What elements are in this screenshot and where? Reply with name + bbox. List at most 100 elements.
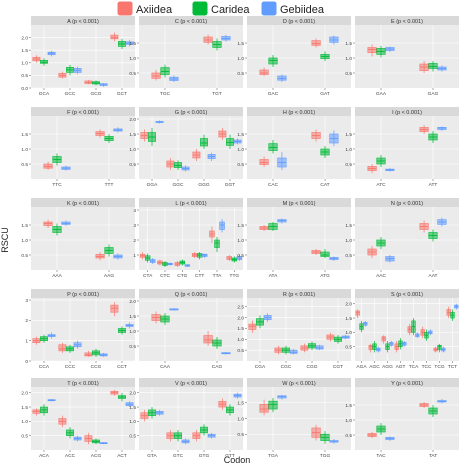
y-tick-label: 2: [25, 318, 28, 324]
x-tick-label: CCA: [39, 364, 50, 370]
box-axiidea-gtc: [166, 429, 175, 442]
y-tick-label: 0.5: [345, 433, 352, 439]
box-caridea-gtg: [200, 424, 208, 436]
box-caridea-ttt: [104, 134, 114, 143]
box-caridea-tgg: [320, 431, 330, 444]
box-caridea-gaa: [376, 46, 386, 58]
box-gebiidea-cac: [277, 152, 287, 170]
box-gebiidea-tta: [219, 219, 225, 233]
y-tick-label: 1.0: [129, 419, 136, 425]
facet-title: L (p < 0.001): [175, 201, 206, 207]
facet-t: T (p < 0.001) 0.5 1.0 1.5 2.0 ACA ACC ACG ACT: [21, 378, 135, 459]
facet-title: P (p < 0.001): [67, 292, 99, 298]
facet-e: E (p < 0.001) 0.5 1.0 1.5 GAA GAG: [345, 16, 459, 97]
box-caridea-cat: [320, 146, 330, 158]
x-tick-label: AAC: [376, 273, 386, 279]
facet-k: K (p < 0.001) 0.5 1.0 1.5 AAA AAG: [21, 198, 135, 279]
x-tick-label: GTC: [173, 453, 184, 459]
box-gebiidea-ccg: [99, 352, 108, 357]
facet-panel: [355, 387, 459, 450]
y-tick-label: 1.5: [345, 223, 352, 229]
facet-title: S (p < 0.001): [391, 292, 423, 298]
box-caridea-gca: [40, 58, 48, 66]
x-tick-label: CTT: [195, 273, 204, 279]
box-axiidea-ccg: [84, 350, 93, 357]
box-gebiidea-aat: [437, 217, 447, 227]
legend: Axiidea Caridea Gebiidea: [117, 1, 325, 16]
y-tick-label: 0.5: [345, 253, 352, 259]
y-tick-label: 0.5: [345, 71, 352, 77]
box-caridea-tcg: [437, 343, 442, 353]
facet-strip: [139, 16, 243, 25]
facet-title: N (p < 0.001): [391, 201, 423, 207]
box-gebiidea-ggc: [181, 165, 190, 172]
box-body: [259, 404, 269, 413]
box-gebiidea-gat: [329, 35, 339, 45]
box-gebiidea-tga: [277, 394, 287, 400]
y-tick-label: 1.5: [129, 314, 136, 320]
facet-panel: [355, 25, 459, 88]
box-caridea-aca: [40, 404, 48, 416]
box-body: [320, 251, 330, 257]
facet-strip: [355, 289, 459, 298]
box-gebiidea-atg: [329, 256, 339, 261]
y-tick-label: 2.0: [237, 315, 244, 321]
legend-label-gebiidea: Gebiidea: [280, 4, 325, 16]
y-tick-label: 1.0: [345, 56, 352, 62]
x-tick-label: CAA: [160, 364, 171, 370]
x-tick-label: TCA: [409, 364, 419, 370]
y-tick-label: 2.0: [21, 391, 28, 397]
box-axiidea-tgc: [151, 70, 161, 81]
box-axiidea-att: [419, 125, 429, 134]
facet-r: R (p < 0.001) 0.5 1.0 1.5 2.0 2.5 CGA CGC CGG CGT: [237, 289, 351, 370]
box-body: [203, 335, 213, 344]
y-tick-label: 4: [133, 208, 136, 214]
box-axiidea-cgt: [326, 332, 335, 342]
x-tick-label: AAG: [104, 273, 114, 279]
box-axiidea-cct: [110, 302, 119, 317]
legend-key-gebiidea: [261, 1, 277, 16]
box-axiidea-aat: [419, 220, 429, 233]
facet-panel: [139, 207, 243, 270]
box-caridea-gct: [118, 38, 126, 49]
facet-strip: [31, 289, 135, 298]
box-body: [259, 69, 269, 75]
x-tick-label: GCC: [65, 91, 76, 97]
box-caridea-acg: [92, 438, 100, 445]
x-tick-label: GGA: [147, 182, 158, 188]
facet-title: A (p < 0.001): [67, 19, 99, 25]
box-caridea-cta: [144, 253, 151, 263]
facet-q: Q (p < 0.001) 0.5 1.0 1.5 2.0 CAA CAG: [129, 289, 243, 370]
box-axiidea-ggc: [166, 158, 175, 170]
x-tick-label: TCT: [448, 364, 457, 370]
box-axiidea-gaa: [367, 44, 377, 57]
facet-title: Q (p < 0.001): [175, 292, 208, 298]
box-caridea-gcc: [66, 64, 74, 76]
facet-strip: [355, 107, 459, 116]
facet-h: H (p < 0.001) 0.5 1.0 1.5 CAC CAT: [237, 107, 351, 188]
facet-strip: [247, 289, 351, 298]
facet-strip: [355, 378, 459, 387]
box-body: [355, 310, 360, 316]
box-axiidea-gcc: [58, 71, 67, 79]
box-body: [428, 63, 438, 69]
box-gebiidea-agt: [402, 340, 407, 347]
legend-key-axiidea: [117, 1, 133, 16]
y-tick-label: 2.0: [345, 302, 352, 308]
box-axiidea-tta: [209, 226, 215, 243]
facet-w: W (p < 0.001) 0.5 1.0 1.5 TGA TGG: [237, 378, 351, 459]
x-tick-label: GCG: [91, 91, 102, 97]
box-gebiidea-acc: [73, 435, 82, 442]
box-axiidea-aca: [32, 408, 41, 416]
box-caridea-tat: [428, 405, 438, 417]
y-tick-label: 0.5: [237, 71, 244, 77]
box-gebiidea-aca: [47, 399, 56, 402]
x-tick-label: CAG: [212, 364, 223, 370]
box-axiidea-atg: [311, 249, 321, 255]
box-gebiidea-tcc: [428, 329, 433, 336]
box-axiidea-gct: [110, 32, 119, 42]
box-gebiidea-cct: [125, 322, 134, 329]
y-tick-label: 1.0: [21, 61, 28, 67]
box-gebiidea-tat: [437, 399, 447, 404]
y-tick-label: 1.0: [237, 238, 244, 244]
